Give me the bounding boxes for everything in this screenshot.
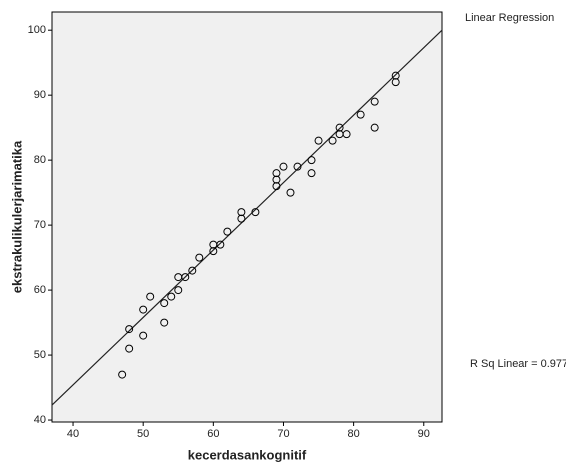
legend-title: Linear Regression — [465, 12, 554, 24]
point — [167, 292, 176, 301]
point — [307, 156, 316, 165]
x-axis-title: kecerdasankognitif — [188, 447, 307, 462]
point — [125, 344, 134, 353]
point — [195, 253, 204, 262]
x-tick-label: 80 — [347, 428, 359, 440]
point — [139, 331, 148, 340]
y-tick-label: 40 — [34, 414, 46, 426]
point — [237, 214, 246, 223]
point — [391, 71, 400, 80]
point — [181, 273, 190, 282]
y-tick-label: 70 — [34, 219, 46, 231]
y-tick-label: 60 — [34, 284, 46, 296]
x-tick-label: 90 — [418, 428, 430, 440]
point — [272, 182, 281, 191]
point — [328, 136, 337, 145]
x-tick-label: 40 — [67, 428, 79, 440]
point — [209, 247, 218, 256]
point — [188, 266, 197, 275]
y-tick-label: 100 — [28, 24, 46, 36]
point — [237, 208, 246, 217]
point — [391, 78, 400, 87]
point — [216, 240, 225, 249]
y-axis-title: ekstrakulikulerjarimatika — [9, 140, 24, 293]
point — [160, 318, 169, 327]
point — [307, 169, 316, 178]
point — [342, 130, 351, 139]
y-tick-label: 80 — [34, 154, 46, 166]
point — [118, 370, 127, 379]
point — [174, 286, 183, 295]
point — [356, 110, 365, 119]
point — [125, 325, 134, 334]
point — [223, 227, 232, 236]
point — [293, 162, 302, 171]
regression-line — [51, 29, 443, 406]
point — [335, 123, 344, 132]
point — [272, 175, 281, 184]
x-tick-label: 50 — [137, 428, 149, 440]
x-tick-label: 70 — [277, 428, 289, 440]
point — [160, 299, 169, 308]
point — [370, 97, 379, 106]
point — [146, 292, 155, 301]
point — [314, 136, 323, 145]
point — [286, 188, 295, 197]
point — [279, 162, 288, 171]
point — [139, 305, 148, 314]
point — [272, 169, 281, 178]
x-tick-label: 60 — [207, 428, 219, 440]
y-tick-label: 50 — [34, 349, 46, 361]
point — [370, 123, 379, 132]
point — [251, 208, 260, 217]
r-squared: R Sq Linear = 0.977 — [470, 358, 566, 370]
y-tick-label: 90 — [34, 89, 46, 101]
